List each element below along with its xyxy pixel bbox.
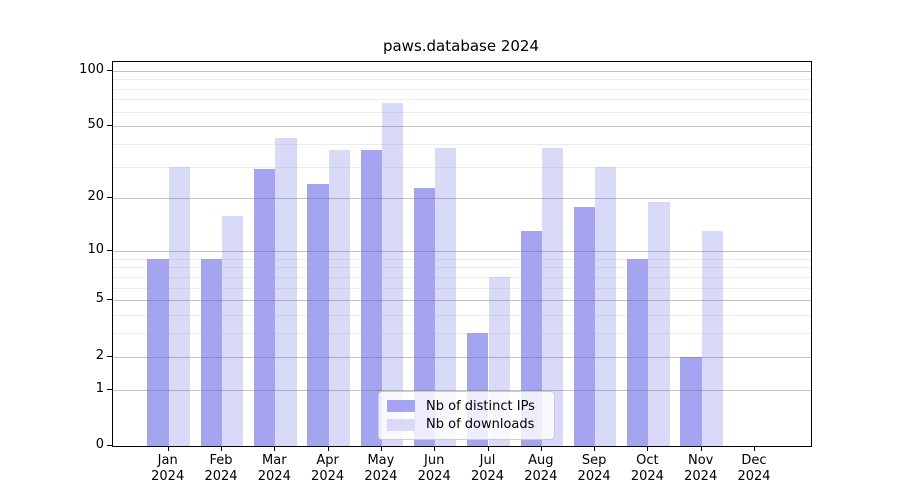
y-tick-mark-100 xyxy=(107,69,112,71)
legend-item-downloads: Nb of downloads xyxy=(387,417,546,432)
x-tick-label-sep: Sep 2024 xyxy=(577,453,611,484)
bar-oct-distinct-ips xyxy=(627,258,649,446)
y-tick-label-5: 5 xyxy=(95,291,104,307)
bar-apr-downloads xyxy=(328,150,350,446)
y-tick-mark-50 xyxy=(107,125,112,127)
plot-area: Nb of distinct IPs Nb of downloads xyxy=(112,61,812,447)
gridline-10 xyxy=(113,251,811,252)
legend-label-downloads: Nb of downloads xyxy=(426,417,535,433)
bar-jan-distinct-ips xyxy=(147,258,169,446)
gridline-40 xyxy=(113,144,811,145)
x-tick-mark-jun xyxy=(434,446,436,451)
x-tick-mark-apr xyxy=(327,446,329,451)
x-tick-mark-jan xyxy=(167,446,169,451)
legend-swatch-distinct-ips xyxy=(387,400,415,413)
x-tick-label-may: May 2024 xyxy=(364,453,398,484)
x-tick-mark-feb xyxy=(221,446,222,451)
bar-jun-distinct-ips xyxy=(413,187,436,446)
bar-nov-downloads xyxy=(701,231,723,446)
gridline-100 xyxy=(113,70,811,72)
legend: Nb of distinct IPs Nb of downloads xyxy=(378,391,555,440)
gridline-2 xyxy=(113,356,811,358)
bar-sep-distinct-ips xyxy=(573,206,596,446)
y-tick-mark-0 xyxy=(107,445,112,446)
bar-nov-distinct-ips xyxy=(680,356,702,446)
gridline-1 xyxy=(113,389,811,391)
x-tick-label-dec: Dec 2024 xyxy=(737,453,771,484)
y-tick-label-2: 2 xyxy=(95,347,104,363)
gridline-5 xyxy=(113,300,811,302)
x-tick-label-jan: Jan 2024 xyxy=(151,453,185,484)
gridline-20 xyxy=(113,198,811,200)
bar-may-distinct-ips xyxy=(360,150,382,446)
bar-feb-downloads xyxy=(222,215,244,446)
gridline-30 xyxy=(113,166,811,168)
x-tick-label-mar: Mar 2024 xyxy=(257,453,291,484)
bar-jan-downloads xyxy=(168,166,190,446)
legend-swatch-downloads xyxy=(387,418,415,431)
y-tick-mark-2 xyxy=(107,355,112,357)
bar-feb-distinct-ips xyxy=(200,258,222,446)
y-tick-mark-1 xyxy=(107,388,112,390)
x-tick-label-apr: Apr 2024 xyxy=(311,453,345,484)
y-tick-label-50: 50 xyxy=(87,117,104,133)
bar-sep-downloads xyxy=(595,166,617,446)
legend-label-distinct-ips: Nb of distinct IPs xyxy=(426,398,535,414)
bar-jun-downloads xyxy=(435,148,457,446)
gridline-80 xyxy=(113,88,811,90)
x-tick-label-oct: Oct 2024 xyxy=(630,453,664,484)
y-tick-label-1: 1 xyxy=(95,380,104,396)
y-tick-mark-5 xyxy=(107,299,112,301)
y-tick-mark-20 xyxy=(107,197,112,199)
bar-may-downloads xyxy=(381,102,404,446)
x-tick-mark-sep xyxy=(594,446,596,451)
bar-mar-downloads xyxy=(275,138,297,446)
x-tick-label-nov: Nov 2024 xyxy=(684,453,718,484)
gridline-50 xyxy=(113,126,811,128)
y-tick-mark-10 xyxy=(107,250,112,251)
bar-apr-distinct-ips xyxy=(307,184,329,446)
x-tick-mark-mar xyxy=(274,446,276,451)
x-tick-mark-aug xyxy=(540,446,542,451)
x-tick-mark-dec xyxy=(754,446,755,451)
x-tick-label-jun: Jun 2024 xyxy=(417,453,451,484)
gridline-4 xyxy=(113,315,811,317)
bar-aug-downloads xyxy=(541,148,564,446)
bar-oct-downloads xyxy=(648,202,670,446)
x-tick-mark-oct xyxy=(647,446,649,451)
x-tick-label-jul: Jul 2024 xyxy=(470,453,505,484)
y-tick-label-100: 100 xyxy=(79,61,104,77)
x-tick-mark-jul xyxy=(487,446,489,451)
y-tick-label-10: 10 xyxy=(87,242,104,257)
chart-title: paws.database 2024 xyxy=(382,37,540,55)
gridline-60 xyxy=(113,111,811,113)
y-tick-label-0: 0 xyxy=(95,437,104,452)
y-tick-label-20: 20 xyxy=(87,189,104,205)
gridline-7 xyxy=(113,276,811,278)
bar-mar-distinct-ips xyxy=(254,169,276,446)
x-tick-mark-may xyxy=(380,446,382,451)
x-tick-mark-nov xyxy=(700,446,702,451)
gridline-9 xyxy=(113,258,811,260)
x-tick-label-aug: Aug 2024 xyxy=(524,453,558,484)
gridline-6 xyxy=(113,287,811,289)
x-tick-label-feb: Feb 2024 xyxy=(204,453,238,484)
legend-item-distinct-ips: Nb of distinct IPs xyxy=(387,399,546,414)
gridline-90 xyxy=(113,79,811,81)
gridline-70 xyxy=(113,99,811,101)
gridline-8 xyxy=(113,267,811,269)
gridline-3 xyxy=(113,333,811,335)
